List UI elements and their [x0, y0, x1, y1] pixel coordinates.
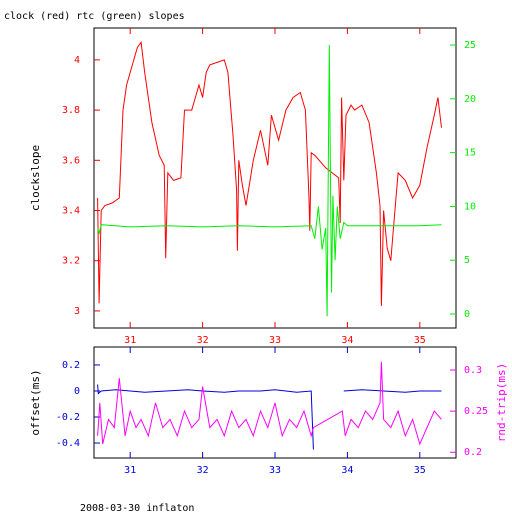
series-line	[97, 44, 442, 317]
y2-tick-label: 20	[464, 94, 476, 105]
footer: 2008-03-30 inflaton	[80, 503, 194, 512]
x-tick-label: 31	[124, 335, 136, 346]
x-tick-label: 33	[269, 465, 281, 476]
y2-tick-label: 25	[464, 40, 476, 51]
y-axis-label: offset(ms)	[29, 369, 42, 435]
series-line	[97, 361, 442, 446]
y-tick-label: 4	[74, 55, 80, 66]
y-tick-label: 3.4	[62, 206, 80, 217]
x-tick-label: 33	[269, 335, 281, 346]
x-tick-label: 34	[341, 465, 353, 476]
y2-tick-label: 0.3	[464, 365, 482, 376]
x-tick-label: 31	[124, 465, 136, 476]
y-tick-label: -0.4	[56, 438, 80, 449]
y2-tick-label: 0.2	[464, 447, 482, 458]
plot-frame	[93, 346, 457, 459]
x-tick-label: 35	[414, 465, 426, 476]
y-tick-label: 3.2	[62, 256, 80, 267]
series-line	[97, 384, 442, 450]
y-tick-label: 0.2	[62, 360, 80, 371]
y2-tick-label: 5	[464, 255, 470, 266]
y-tick-label: 3.8	[62, 105, 80, 116]
series-line	[97, 40, 442, 306]
y-axis-label: clockslope	[29, 145, 42, 211]
x-tick-label: 34	[341, 335, 353, 346]
x-tick-label: 35	[414, 335, 426, 346]
x-tick-label: 32	[197, 335, 209, 346]
x-tick-label: 32	[197, 465, 209, 476]
y-tick-label: 3	[74, 306, 80, 317]
y2-tick-label: 10	[464, 201, 476, 212]
y2-tick-label: 15	[464, 148, 476, 159]
y2-tick-label: 0	[464, 309, 470, 320]
y-tick-label: 3.6	[62, 155, 80, 166]
plot-frame	[93, 27, 457, 329]
y2-axis-label: rnd-trip(ms)	[495, 363, 508, 442]
y2-tick-label: 0.25	[464, 406, 488, 417]
y-tick-label: 0	[74, 386, 80, 397]
y-tick-label: -0.2	[56, 412, 80, 423]
chart-title: clock (red) rtc (green) slopes	[4, 11, 185, 22]
